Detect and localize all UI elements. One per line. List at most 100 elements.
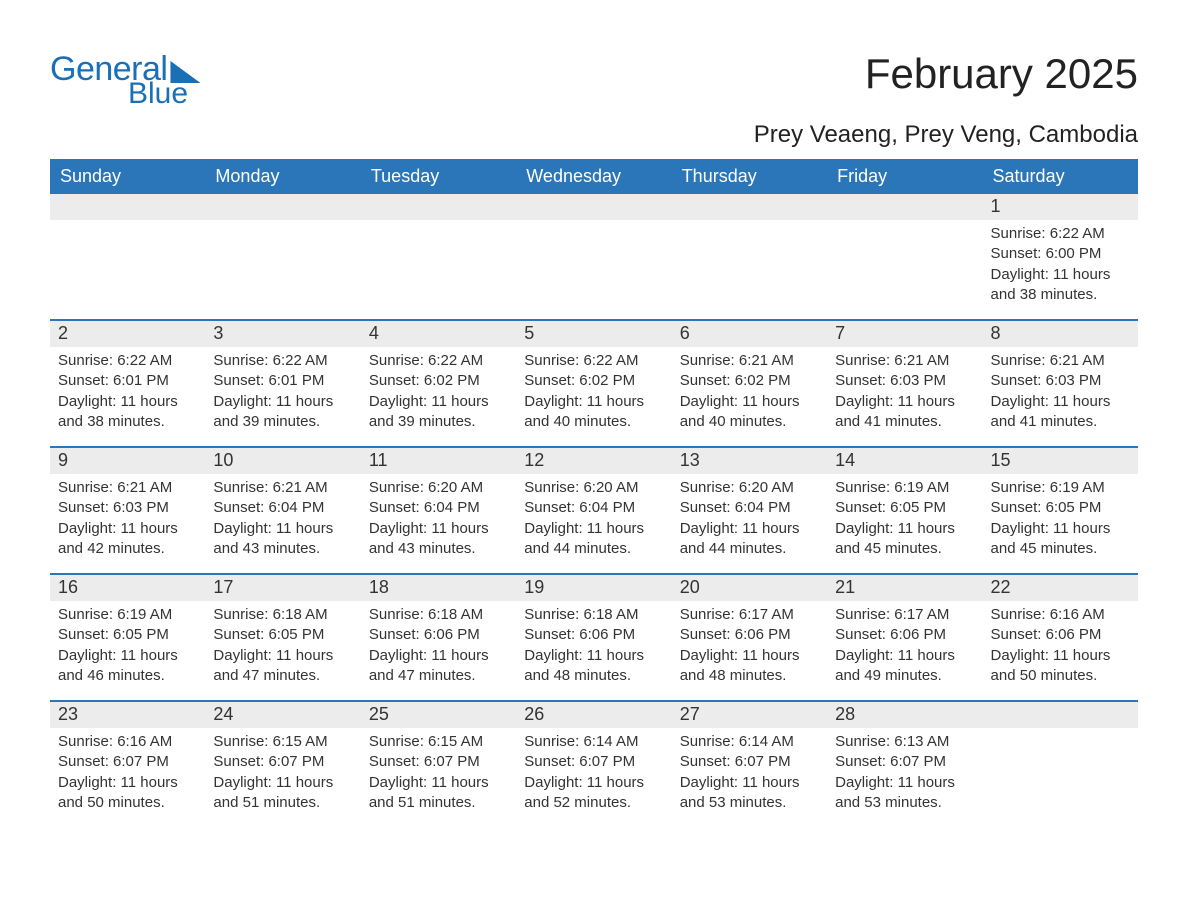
sunrise-text: Sunrise: 6:14 AM bbox=[680, 732, 819, 752]
day-number: 14 bbox=[827, 448, 982, 474]
sunrise-text: Sunrise: 6:20 AM bbox=[369, 478, 508, 498]
day-number: 20 bbox=[672, 575, 827, 601]
day-content: Sunrise: 6:21 AMSunset: 6:03 PMDaylight:… bbox=[827, 347, 982, 432]
sunrise-text: Sunrise: 6:19 AM bbox=[58, 605, 197, 625]
day-cell: 16Sunrise: 6:19 AMSunset: 6:05 PMDayligh… bbox=[50, 575, 205, 700]
day-content: Sunrise: 6:22 AMSunset: 6:01 PMDaylight:… bbox=[50, 347, 205, 432]
day-content: Sunrise: 6:19 AMSunset: 6:05 PMDaylight:… bbox=[50, 601, 205, 686]
day-content: Sunrise: 6:20 AMSunset: 6:04 PMDaylight:… bbox=[672, 474, 827, 559]
day-content: Sunrise: 6:15 AMSunset: 6:07 PMDaylight:… bbox=[361, 728, 516, 813]
location-label: Prey Veaeng, Prey Veng, Cambodia bbox=[50, 121, 1138, 149]
sunset-text: Sunset: 6:03 PM bbox=[835, 371, 974, 391]
day-content: Sunrise: 6:16 AMSunset: 6:07 PMDaylight:… bbox=[50, 728, 205, 813]
day-content: Sunrise: 6:16 AMSunset: 6:06 PMDaylight:… bbox=[983, 601, 1138, 686]
day-number: 15 bbox=[983, 448, 1138, 474]
daylight-text: Daylight: 11 hours and 41 minutes. bbox=[835, 392, 974, 433]
sunrise-text: Sunrise: 6:20 AM bbox=[524, 478, 663, 498]
daylight-text: Daylight: 11 hours and 50 minutes. bbox=[58, 773, 197, 814]
day-number: 9 bbox=[50, 448, 205, 474]
day-cell: 1Sunrise: 6:22 AMSunset: 6:00 PMDaylight… bbox=[983, 194, 1138, 319]
day-content: Sunrise: 6:18 AMSunset: 6:05 PMDaylight:… bbox=[205, 601, 360, 686]
day-number bbox=[827, 194, 982, 220]
day-cell: 8Sunrise: 6:21 AMSunset: 6:03 PMDaylight… bbox=[983, 321, 1138, 446]
sunrise-text: Sunrise: 6:21 AM bbox=[991, 351, 1130, 371]
sunset-text: Sunset: 6:01 PM bbox=[213, 371, 352, 391]
day-number: 17 bbox=[205, 575, 360, 601]
sunset-text: Sunset: 6:01 PM bbox=[58, 371, 197, 391]
day-cell: 15Sunrise: 6:19 AMSunset: 6:05 PMDayligh… bbox=[983, 448, 1138, 573]
sunset-text: Sunset: 6:06 PM bbox=[835, 625, 974, 645]
day-cell: 12Sunrise: 6:20 AMSunset: 6:04 PMDayligh… bbox=[516, 448, 671, 573]
day-number: 22 bbox=[983, 575, 1138, 601]
sunset-text: Sunset: 6:02 PM bbox=[369, 371, 508, 391]
sunset-text: Sunset: 6:00 PM bbox=[991, 244, 1130, 264]
daylight-text: Daylight: 11 hours and 44 minutes. bbox=[524, 519, 663, 560]
day-number bbox=[672, 194, 827, 220]
day-number: 27 bbox=[672, 702, 827, 728]
day-cell: 28Sunrise: 6:13 AMSunset: 6:07 PMDayligh… bbox=[827, 702, 982, 827]
sunrise-text: Sunrise: 6:22 AM bbox=[213, 351, 352, 371]
day-number: 1 bbox=[983, 194, 1138, 220]
sunrise-text: Sunrise: 6:15 AM bbox=[369, 732, 508, 752]
daylight-text: Daylight: 11 hours and 38 minutes. bbox=[991, 265, 1130, 306]
day-cell: 24Sunrise: 6:15 AMSunset: 6:07 PMDayligh… bbox=[205, 702, 360, 827]
day-number: 23 bbox=[50, 702, 205, 728]
day-cell: 17Sunrise: 6:18 AMSunset: 6:05 PMDayligh… bbox=[205, 575, 360, 700]
day-number: 12 bbox=[516, 448, 671, 474]
day-content: Sunrise: 6:19 AMSunset: 6:05 PMDaylight:… bbox=[827, 474, 982, 559]
daylight-text: Daylight: 11 hours and 50 minutes. bbox=[991, 646, 1130, 687]
sunset-text: Sunset: 6:06 PM bbox=[524, 625, 663, 645]
day-content: Sunrise: 6:22 AMSunset: 6:01 PMDaylight:… bbox=[205, 347, 360, 432]
day-cell bbox=[50, 194, 205, 319]
sunset-text: Sunset: 6:02 PM bbox=[524, 371, 663, 391]
day-cell: 25Sunrise: 6:15 AMSunset: 6:07 PMDayligh… bbox=[361, 702, 516, 827]
daylight-text: Daylight: 11 hours and 42 minutes. bbox=[58, 519, 197, 560]
day-content: Sunrise: 6:21 AMSunset: 6:03 PMDaylight:… bbox=[50, 474, 205, 559]
sunrise-text: Sunrise: 6:22 AM bbox=[991, 224, 1130, 244]
week-row: 16Sunrise: 6:19 AMSunset: 6:05 PMDayligh… bbox=[50, 573, 1138, 700]
day-number bbox=[983, 702, 1138, 728]
sunset-text: Sunset: 6:06 PM bbox=[369, 625, 508, 645]
weekday-header: Thursday bbox=[672, 159, 827, 194]
sunrise-text: Sunrise: 6:18 AM bbox=[213, 605, 352, 625]
daylight-text: Daylight: 11 hours and 40 minutes. bbox=[524, 392, 663, 433]
sunset-text: Sunset: 6:06 PM bbox=[991, 625, 1130, 645]
day-number: 5 bbox=[516, 321, 671, 347]
page-title: February 2025 bbox=[865, 50, 1138, 98]
day-content: Sunrise: 6:22 AMSunset: 6:02 PMDaylight:… bbox=[516, 347, 671, 432]
flag-icon bbox=[170, 61, 200, 83]
sunset-text: Sunset: 6:02 PM bbox=[680, 371, 819, 391]
day-number: 2 bbox=[50, 321, 205, 347]
day-content: Sunrise: 6:21 AMSunset: 6:03 PMDaylight:… bbox=[983, 347, 1138, 432]
weekday-header-row: Sunday Monday Tuesday Wednesday Thursday… bbox=[50, 159, 1138, 194]
day-content: Sunrise: 6:14 AMSunset: 6:07 PMDaylight:… bbox=[672, 728, 827, 813]
calendar: Sunday Monday Tuesday Wednesday Thursday… bbox=[50, 159, 1138, 827]
day-content: Sunrise: 6:17 AMSunset: 6:06 PMDaylight:… bbox=[827, 601, 982, 686]
sunset-text: Sunset: 6:07 PM bbox=[58, 752, 197, 772]
weekday-header: Sunday bbox=[50, 159, 205, 194]
day-cell: 27Sunrise: 6:14 AMSunset: 6:07 PMDayligh… bbox=[672, 702, 827, 827]
sunrise-text: Sunrise: 6:17 AM bbox=[835, 605, 974, 625]
weekday-header: Wednesday bbox=[516, 159, 671, 194]
sunset-text: Sunset: 6:07 PM bbox=[369, 752, 508, 772]
daylight-text: Daylight: 11 hours and 41 minutes. bbox=[991, 392, 1130, 433]
day-cell: 21Sunrise: 6:17 AMSunset: 6:06 PMDayligh… bbox=[827, 575, 982, 700]
sunrise-text: Sunrise: 6:22 AM bbox=[524, 351, 663, 371]
sunset-text: Sunset: 6:04 PM bbox=[369, 498, 508, 518]
sunset-text: Sunset: 6:03 PM bbox=[991, 371, 1130, 391]
sunset-text: Sunset: 6:07 PM bbox=[524, 752, 663, 772]
daylight-text: Daylight: 11 hours and 46 minutes. bbox=[58, 646, 197, 687]
daylight-text: Daylight: 11 hours and 53 minutes. bbox=[680, 773, 819, 814]
weekday-header: Monday bbox=[205, 159, 360, 194]
day-content: Sunrise: 6:22 AMSunset: 6:00 PMDaylight:… bbox=[983, 220, 1138, 305]
daylight-text: Daylight: 11 hours and 44 minutes. bbox=[680, 519, 819, 560]
daylight-text: Daylight: 11 hours and 43 minutes. bbox=[369, 519, 508, 560]
day-cell: 10Sunrise: 6:21 AMSunset: 6:04 PMDayligh… bbox=[205, 448, 360, 573]
daylight-text: Daylight: 11 hours and 39 minutes. bbox=[213, 392, 352, 433]
day-content: Sunrise: 6:14 AMSunset: 6:07 PMDaylight:… bbox=[516, 728, 671, 813]
daylight-text: Daylight: 11 hours and 45 minutes. bbox=[835, 519, 974, 560]
sunset-text: Sunset: 6:07 PM bbox=[835, 752, 974, 772]
daylight-text: Daylight: 11 hours and 45 minutes. bbox=[991, 519, 1130, 560]
sunrise-text: Sunrise: 6:18 AM bbox=[524, 605, 663, 625]
day-number bbox=[516, 194, 671, 220]
